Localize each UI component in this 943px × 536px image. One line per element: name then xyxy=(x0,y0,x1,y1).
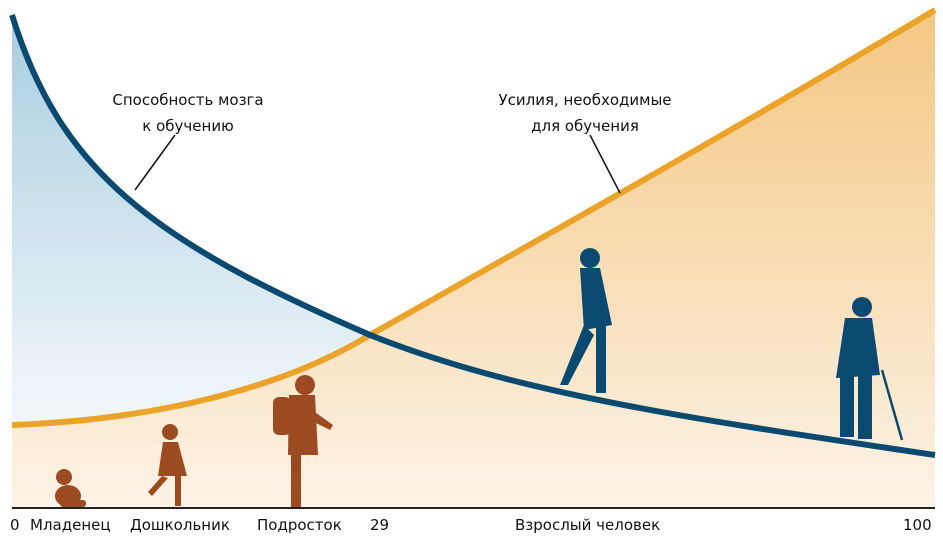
annotation: для обучения xyxy=(531,117,639,135)
axis-label: Взрослый человек xyxy=(515,516,660,534)
baby xyxy=(55,469,86,507)
child xyxy=(148,424,187,506)
annotation: к обучению xyxy=(142,117,233,135)
woman xyxy=(560,248,612,393)
brain-curve xyxy=(9,14,936,458)
brain-area xyxy=(12,15,370,425)
pointer xyxy=(134,134,176,191)
axis-label: 100 xyxy=(903,516,932,534)
axis-label: Младенец xyxy=(30,516,111,534)
annotation: Усилия, необходимые xyxy=(498,91,671,109)
effort-curve xyxy=(11,7,937,428)
pointer xyxy=(589,134,621,194)
effort-area xyxy=(12,10,935,508)
axis-label: 0 xyxy=(10,516,20,534)
annotation: Способность мозга xyxy=(112,91,263,109)
elder xyxy=(836,297,904,441)
axis-label: Подросток xyxy=(257,516,342,534)
axis-label: Дошкольник xyxy=(130,516,230,534)
axis-label: 29 xyxy=(370,516,389,534)
teen xyxy=(273,375,333,507)
